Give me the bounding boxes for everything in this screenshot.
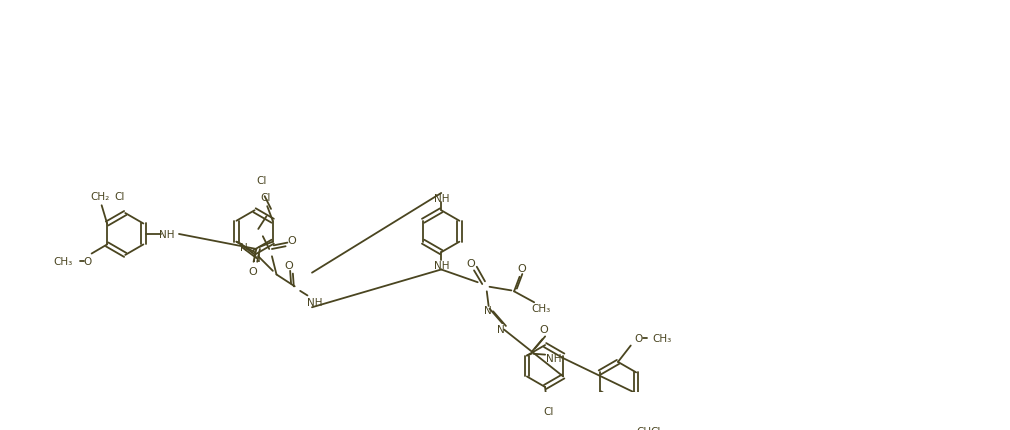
Text: N: N	[252, 254, 261, 264]
Text: Cl: Cl	[650, 426, 662, 430]
Text: NH: NH	[433, 260, 449, 270]
Text: O: O	[288, 235, 296, 245]
Text: O: O	[248, 266, 257, 276]
Text: NH: NH	[160, 230, 175, 240]
Text: CH₃: CH₃	[652, 333, 672, 344]
Text: O: O	[284, 261, 293, 271]
Text: Cl: Cl	[114, 192, 125, 202]
Text: CH₃: CH₃	[532, 303, 551, 313]
Text: NH: NH	[307, 297, 322, 307]
Text: O: O	[540, 324, 548, 335]
Text: NH: NH	[433, 193, 449, 203]
Text: Cl: Cl	[261, 193, 271, 203]
Text: N: N	[239, 243, 247, 252]
Text: CH₂: CH₂	[636, 426, 655, 430]
Text: Cl: Cl	[543, 405, 553, 416]
Text: NH: NH	[545, 353, 562, 363]
Text: O: O	[466, 258, 475, 268]
Text: N: N	[484, 306, 492, 316]
Text: CH₃: CH₃	[54, 256, 73, 266]
Text: N: N	[497, 324, 504, 334]
Text: O: O	[517, 263, 526, 273]
Text: CH₂: CH₂	[90, 192, 109, 202]
Text: O: O	[83, 256, 91, 266]
Text: Cl: Cl	[257, 175, 267, 185]
Text: O: O	[634, 333, 642, 344]
